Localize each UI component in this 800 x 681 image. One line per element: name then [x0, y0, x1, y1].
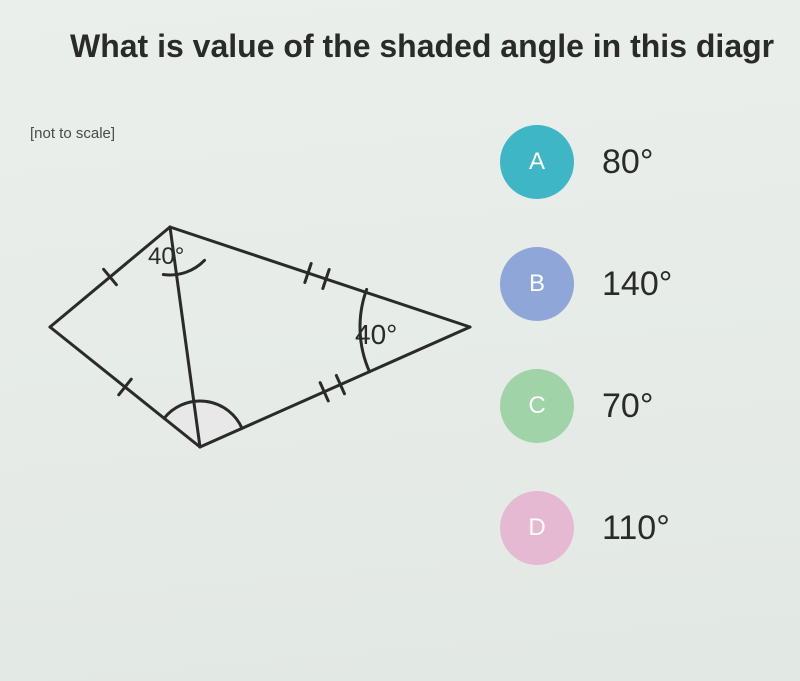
question-text: What is value of the shaded angle in thi…: [70, 28, 770, 65]
answer-text-c: 70°: [602, 387, 653, 426]
geometry-diagram: 40° 40°: [30, 152, 490, 482]
svg-text:40°: 40°: [355, 319, 397, 350]
answer-option-b[interactable]: B 140°: [500, 247, 770, 321]
svg-text:40°: 40°: [148, 243, 184, 270]
answer-option-c[interactable]: C 70°: [500, 369, 770, 443]
answer-circle-b: B: [500, 247, 574, 321]
answer-text-b: 140°: [602, 265, 672, 304]
answer-option-a[interactable]: A 80°: [500, 125, 770, 199]
answer-text-d: 110°: [602, 509, 670, 548]
diagram-svg: 40° 40°: [30, 152, 490, 482]
answer-circle-d: D: [500, 491, 574, 565]
answer-options: A 80° B 140° C 70° D 110°: [500, 125, 770, 613]
scale-note: [not to scale]: [30, 125, 500, 142]
answer-circle-a: A: [500, 125, 574, 199]
answer-text-a: 80°: [602, 143, 653, 182]
answer-option-d[interactable]: D 110°: [500, 491, 770, 565]
answer-circle-c: C: [500, 369, 574, 443]
